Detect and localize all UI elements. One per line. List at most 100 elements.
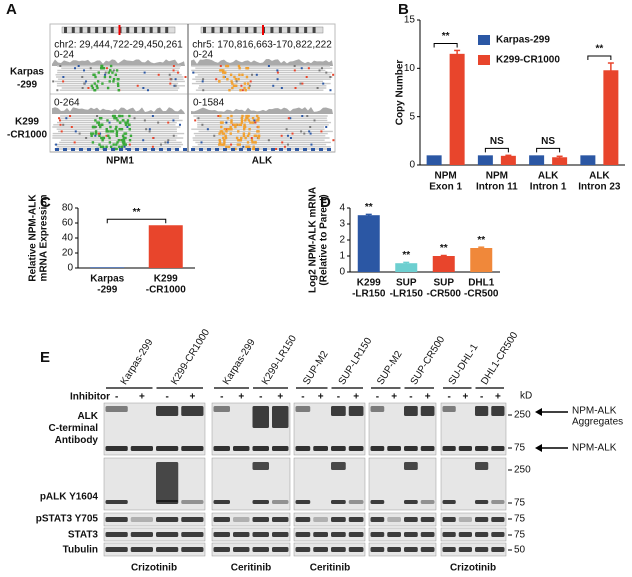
mismatch	[157, 73, 160, 76]
gene-feature	[159, 148, 163, 151]
variant	[98, 143, 101, 146]
variant	[115, 117, 118, 120]
mismatch	[307, 67, 310, 70]
band	[130, 532, 153, 537]
variant	[115, 134, 119, 137]
variant	[95, 132, 98, 135]
gene-feature	[71, 148, 75, 151]
variant	[92, 132, 95, 135]
bar	[432, 256, 455, 272]
scale-label: 0-24	[193, 50, 213, 61]
variant	[108, 75, 112, 79]
variant	[245, 145, 248, 148]
variant	[229, 125, 232, 129]
variant	[122, 143, 125, 146]
ideogram-band	[228, 27, 232, 33]
x-tick-label: SUP -LR150	[390, 277, 424, 299]
annotation: **	[133, 207, 141, 218]
variant	[230, 80, 233, 83]
mismatch	[308, 130, 311, 133]
panel-label: A	[6, 1, 17, 18]
variant	[97, 121, 101, 124]
variant	[235, 84, 238, 87]
sample-label: SUP-M2	[375, 349, 405, 387]
mismatch	[276, 71, 279, 74]
variant	[90, 134, 93, 137]
variant	[243, 123, 246, 126]
blot-membrane	[211, 542, 291, 557]
variant	[239, 123, 243, 126]
x-tick-label: DHL1 -CR500	[464, 277, 499, 299]
variant	[238, 139, 241, 142]
coverage	[52, 59, 185, 66]
variant	[109, 130, 113, 133]
variant	[116, 119, 119, 122]
mismatch	[276, 78, 279, 81]
band	[233, 532, 250, 537]
variant	[228, 128, 232, 131]
variant	[247, 114, 250, 118]
ideogram-band	[278, 27, 282, 33]
band	[272, 446, 289, 451]
mismatch	[250, 137, 253, 139]
band	[442, 547, 456, 552]
mismatch	[58, 117, 61, 120]
mismatch	[178, 123, 181, 126]
band	[475, 532, 489, 537]
variant	[257, 117, 260, 120]
variant	[107, 134, 110, 137]
treatment-sign: +	[462, 392, 468, 403]
band	[313, 446, 328, 451]
band	[442, 517, 456, 522]
mismatch	[77, 65, 80, 67]
ideogram-band	[211, 27, 215, 33]
band	[233, 547, 250, 552]
variant	[97, 71, 100, 74]
bar	[395, 263, 418, 272]
band	[404, 532, 418, 537]
variant	[220, 143, 223, 146]
mismatch	[133, 117, 136, 120]
variant	[97, 123, 101, 126]
band	[420, 500, 435, 504]
band	[295, 517, 311, 522]
mismatch	[73, 141, 76, 144]
arrow-head	[535, 408, 542, 416]
variant	[237, 130, 240, 133]
mismatch	[225, 121, 228, 124]
panel-label: B	[398, 1, 409, 18]
x-tick-label: ALK Intron 1	[530, 170, 567, 192]
panel-label: E	[40, 349, 50, 366]
mismatch	[309, 132, 312, 135]
bracket	[433, 42, 458, 48]
variant	[121, 114, 124, 118]
gene-feature	[111, 148, 115, 151]
variant	[236, 143, 240, 146]
ideogram-band	[203, 27, 206, 33]
mismatch	[55, 143, 58, 146]
variant	[223, 141, 226, 144]
band	[252, 532, 269, 537]
mismatch	[172, 134, 175, 137]
mismatch	[240, 84, 243, 87]
gene-feature	[135, 148, 139, 151]
sample-label: SU-DHL-1	[447, 342, 481, 387]
ideogram-band	[245, 27, 249, 33]
gene-feature	[263, 148, 267, 151]
variant	[103, 75, 107, 79]
ideogram-band	[149, 27, 153, 33]
variant	[240, 136, 243, 140]
ideogram-band	[134, 27, 138, 33]
variant	[230, 119, 233, 122]
mismatch	[96, 115, 99, 117]
variant	[118, 128, 121, 131]
mismatch	[142, 139, 145, 142]
ideogram-band	[64, 27, 67, 33]
panel-label: D	[320, 194, 331, 211]
variant	[245, 67, 248, 70]
mismatch	[167, 121, 170, 124]
mismatch	[286, 143, 289, 146]
variant	[118, 114, 121, 118]
variant	[115, 125, 118, 129]
variant	[251, 141, 254, 144]
